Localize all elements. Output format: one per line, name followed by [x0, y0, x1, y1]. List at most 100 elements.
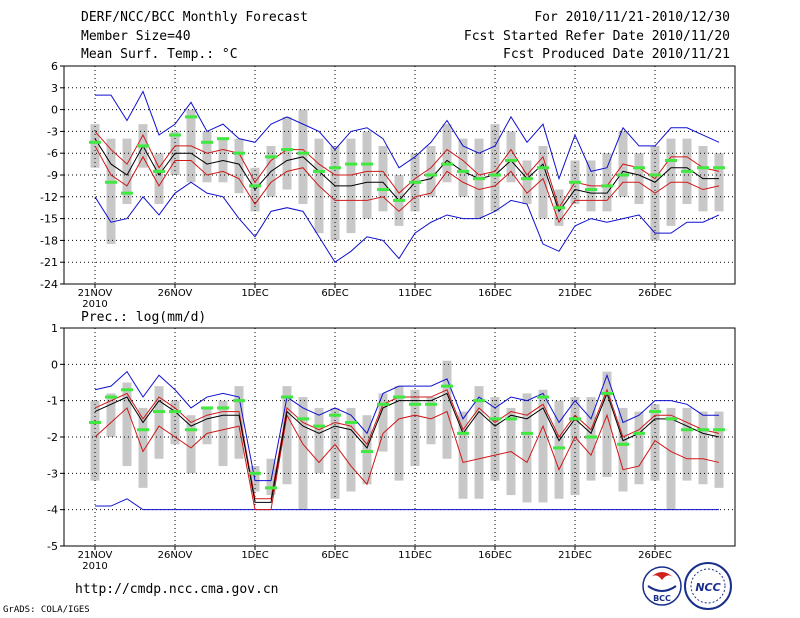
x-tick-label: 21DEC [558, 550, 592, 561]
y-tick-label: -1 [47, 395, 58, 408]
x-tick-label: 1DEC [241, 550, 268, 561]
spread-box [282, 386, 292, 485]
median-mark [521, 177, 533, 181]
ncc-logo-text: NCC [695, 581, 720, 594]
logos: BCC NCC [642, 562, 732, 610]
year-label: 2010 [82, 299, 107, 310]
median-mark [457, 169, 469, 173]
x-tick-label: 6DEC [321, 550, 348, 561]
median-mark [345, 162, 357, 166]
spread-box [714, 411, 724, 488]
spread-box [650, 404, 660, 481]
median-mark [169, 133, 181, 137]
x-tick-label: 21DEC [558, 288, 592, 299]
spread-box [554, 400, 564, 499]
lower-line [94, 407, 720, 511]
median-mark [329, 413, 341, 417]
spread-box [538, 145, 548, 219]
median-mark [697, 428, 709, 432]
median-mark [329, 166, 341, 170]
median-mark [537, 166, 549, 170]
spread-box [426, 397, 436, 445]
spread-box [154, 386, 164, 459]
forecast-started-date: Fcst Started Refer Date 2010/11/20 [463, 29, 730, 44]
x-tick-label: 26DEC [638, 288, 672, 299]
spread-box [186, 415, 196, 474]
ncc-logo-inner [690, 568, 726, 604]
median-mark [617, 173, 629, 177]
spread-box [362, 415, 372, 485]
median-mark [649, 173, 661, 177]
spread-box [490, 397, 500, 481]
median-mark [153, 169, 165, 173]
median-mark [345, 420, 357, 424]
min-line [95, 498, 719, 511]
spread-box [378, 145, 388, 212]
median-mark [89, 420, 101, 424]
median-mark [553, 446, 565, 450]
median-mark [681, 169, 693, 173]
median-mark [585, 188, 597, 192]
upper-line [94, 131, 720, 209]
spread-box [106, 138, 116, 245]
spread-box [170, 400, 180, 445]
spread-box [442, 124, 452, 183]
panel-1: 6 3 0 -3 -6 -9 -12 -15 -18 -21 -24 21NOV 26NOV 1DEC 6D… [40, 60, 736, 310]
panel-2: 1 0 -1 -2 -3 -4 -5 21NOV 26NOV 1DEC 6DEC 11DEC 16DEC… [47, 310, 736, 572]
source-url[interactable]: http://cmdp.ncc.cma.gov.cn [75, 582, 279, 597]
median-mark [153, 410, 165, 414]
bcc-logo-wave [647, 585, 677, 592]
median-mark [585, 435, 597, 439]
max-line [95, 90, 720, 181]
max-line [94, 370, 719, 482]
spread-box [346, 407, 356, 492]
spread-box [362, 131, 372, 219]
min-line [94, 181, 720, 263]
y-tick-label: -15 [40, 213, 58, 226]
median-mark [633, 166, 645, 170]
spread-box [234, 138, 244, 194]
x-tick-label: 11DEC [398, 550, 432, 561]
median-mark [121, 388, 133, 392]
spread-box [602, 371, 612, 477]
y-tick-label: 0 [51, 358, 58, 371]
spread-box [538, 389, 548, 503]
spread-box [602, 153, 612, 212]
spread-box [586, 397, 596, 481]
median-mark [489, 417, 501, 421]
x-tick-label: 26DEC [638, 550, 672, 561]
spread-box [298, 397, 308, 510]
median-mark [313, 424, 325, 428]
x-tick-label: 1DEC [241, 288, 268, 299]
median-mark [297, 151, 309, 155]
x-tick-label: 21NOV [78, 550, 113, 561]
spread-box [570, 397, 580, 496]
median-mark [665, 417, 677, 421]
spread-box [122, 382, 132, 467]
median-mark [569, 417, 581, 421]
median-mark [377, 188, 389, 192]
median-mark [201, 406, 213, 410]
median-mark [393, 395, 405, 399]
spread-box [634, 153, 644, 205]
spread-box [618, 407, 628, 492]
y-tick-label: -12 [40, 191, 58, 204]
median-mark [473, 399, 485, 403]
median-mark [425, 173, 437, 177]
median-mark [569, 180, 581, 184]
bcc-logo-flame [650, 572, 674, 580]
median-mark [505, 417, 517, 421]
y-tick-label: -21 [40, 256, 58, 269]
spread-box [458, 411, 468, 499]
median-mark [217, 406, 229, 410]
spread-box [394, 386, 404, 481]
variable-label: Mean Surf. Temp.: °C [81, 47, 238, 62]
spread-box [330, 407, 340, 499]
mean-line [94, 138, 719, 213]
spread-box [522, 160, 532, 205]
median-mark [105, 395, 117, 399]
member-size: Member Size=40 [81, 29, 191, 44]
median-mark [377, 402, 389, 406]
y-tick-label: -18 [40, 234, 58, 247]
